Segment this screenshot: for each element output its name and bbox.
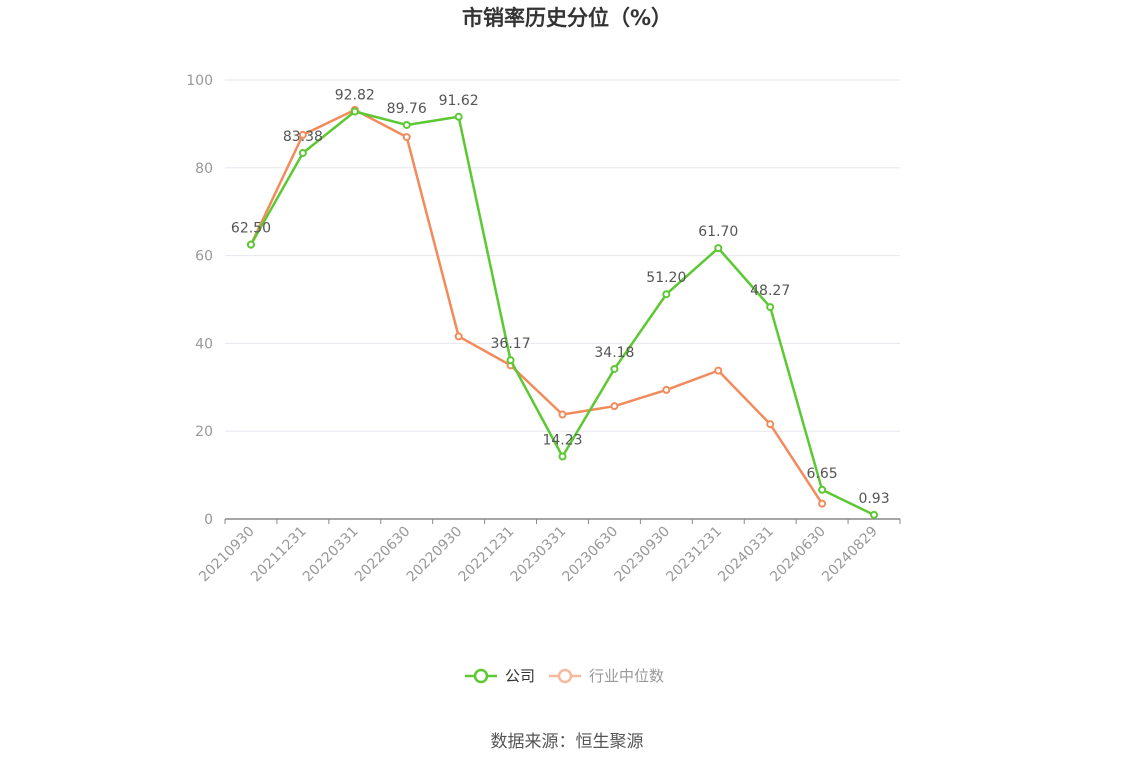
data-point-company	[610, 364, 619, 373]
data-point-company	[298, 148, 307, 157]
series-line-industry-median	[249, 108, 824, 505]
data-point-company	[558, 452, 567, 461]
data-point-company	[506, 356, 515, 365]
x-tick-label: 20211231	[248, 524, 310, 586]
data-point-industry-median	[714, 366, 723, 375]
legend-label: 行业中位数	[589, 667, 664, 685]
data-point-company	[766, 303, 775, 312]
x-tick-label: 20240829	[819, 524, 881, 586]
data-point-industry-median	[454, 332, 463, 341]
data-label: 92.82	[335, 88, 375, 104]
y-tick-label: 100	[186, 73, 213, 89]
data-label: 89.76	[387, 101, 427, 117]
data-point-industry-median	[610, 402, 619, 411]
legend-marker	[473, 668, 489, 684]
y-tick-label: 20	[195, 424, 213, 440]
data-point-company	[246, 240, 255, 249]
data-point-industry-median	[558, 410, 567, 419]
legend-item-industry-median[interactable]: 行业中位数	[549, 667, 664, 685]
data-label: 0.93	[858, 491, 889, 507]
data-point-company	[870, 510, 879, 519]
y-tick-label: 40	[195, 336, 213, 352]
data-label: 62.50	[231, 221, 271, 237]
data-label: 91.62	[439, 93, 479, 109]
data-label: 83.38	[283, 129, 323, 145]
legend-item-company[interactable]: 公司	[465, 667, 535, 685]
x-tick-label: 20210930	[196, 524, 258, 586]
x-tick-label: 20230630	[560, 524, 622, 586]
data-labels: 62.50 83.38 92.82 89.76 91.62 36.17 14.23 34.18…	[231, 88, 890, 507]
x-tick-label: 20230331	[508, 524, 570, 586]
data-label: 6.65	[807, 466, 838, 482]
y-tick-label: 80	[195, 161, 213, 177]
x-axis: 2021093020211231202203312022063020220930…	[196, 518, 901, 586]
grid	[225, 79, 900, 432]
data-point-industry-median	[818, 499, 827, 508]
legend-marker	[557, 668, 573, 684]
data-point-company	[350, 107, 359, 116]
x-tick-label: 20230930	[611, 524, 673, 586]
data-label: 34.18	[594, 345, 634, 361]
data-label: 61.70	[698, 224, 738, 240]
series-layer	[246, 105, 879, 519]
data-point-company	[402, 120, 411, 129]
data-label: 14.23	[542, 433, 582, 449]
x-tick-label: 20231231	[663, 524, 725, 586]
x-tick-label: 20220331	[300, 524, 362, 586]
chart-title: 市销率历史分位（%）	[462, 6, 672, 30]
data-point-company	[662, 290, 671, 299]
x-tick-label: 20240331	[715, 524, 777, 586]
data-label: 36.17	[491, 336, 531, 352]
x-tick-label: 20221231	[456, 524, 518, 586]
x-tick-label: 20240630	[767, 524, 829, 586]
data-label: 48.27	[750, 283, 790, 299]
data-point-company	[818, 485, 827, 494]
data-point-industry-median	[298, 130, 307, 139]
legend-label: 公司	[505, 667, 535, 685]
data-point-industry-median	[766, 420, 775, 429]
data-point-industry-median	[662, 385, 671, 394]
data-point-industry-median	[402, 133, 411, 142]
source-note: 数据来源：恒生聚源	[491, 732, 644, 752]
x-tick-label: 20220930	[404, 524, 466, 586]
y-tick-label: 60	[195, 249, 213, 265]
legend[interactable]: 公司 行业中位数	[465, 667, 664, 685]
data-point-company	[714, 244, 723, 253]
x-tick-label: 20220630	[352, 524, 414, 586]
y-axis: 0 20 40 60 80 100	[186, 73, 213, 528]
data-label: 51.20	[646, 270, 686, 286]
y-tick-label: 0	[204, 512, 213, 528]
data-point-company	[454, 112, 463, 121]
